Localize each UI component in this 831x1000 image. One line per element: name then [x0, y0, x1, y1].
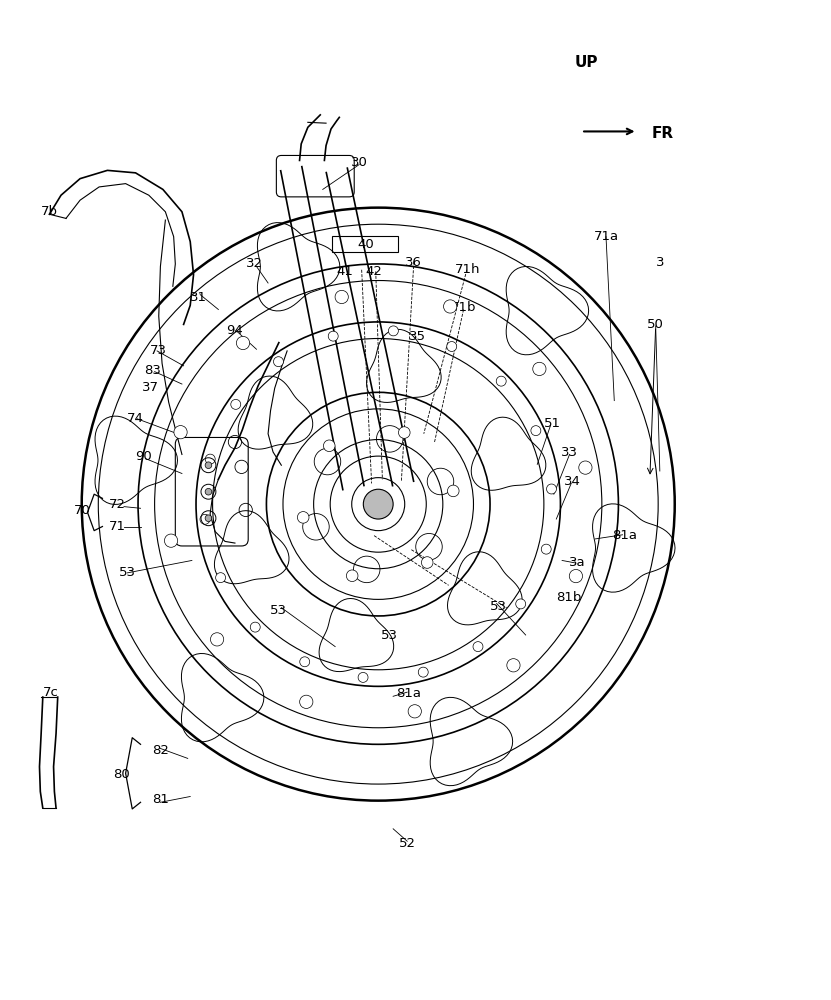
Text: 70: 70	[74, 504, 91, 517]
Text: 81a: 81a	[396, 687, 421, 700]
Circle shape	[569, 569, 583, 583]
Text: 33: 33	[561, 446, 578, 459]
Circle shape	[215, 573, 225, 583]
Circle shape	[205, 488, 212, 495]
Text: 82: 82	[152, 744, 169, 757]
Circle shape	[205, 454, 215, 464]
Text: 71h: 71h	[455, 263, 480, 276]
Circle shape	[231, 399, 241, 409]
Circle shape	[496, 376, 506, 386]
Text: 3a: 3a	[568, 556, 585, 569]
Text: FR: FR	[652, 126, 674, 141]
Circle shape	[174, 426, 187, 439]
Text: 53: 53	[381, 629, 397, 642]
Circle shape	[363, 489, 393, 519]
Text: 36: 36	[405, 256, 421, 269]
Circle shape	[300, 657, 310, 667]
Text: 32: 32	[245, 257, 263, 270]
Text: 83: 83	[144, 364, 160, 377]
Text: 35: 35	[409, 330, 425, 343]
Text: 3: 3	[656, 256, 664, 269]
Circle shape	[388, 326, 398, 336]
Circle shape	[323, 440, 335, 452]
Text: 31: 31	[190, 291, 207, 304]
Text: 72: 72	[109, 498, 125, 511]
Circle shape	[358, 672, 368, 682]
Text: 7c: 7c	[43, 686, 59, 699]
Circle shape	[300, 695, 313, 708]
Text: 42: 42	[366, 265, 382, 278]
Circle shape	[328, 331, 338, 341]
Circle shape	[273, 357, 283, 367]
Circle shape	[200, 514, 210, 524]
Circle shape	[473, 642, 483, 652]
Text: 53: 53	[119, 566, 135, 579]
Text: 37: 37	[142, 381, 159, 394]
Text: 94: 94	[227, 324, 243, 337]
Circle shape	[408, 705, 421, 718]
Text: 81: 81	[152, 793, 169, 806]
Text: UP: UP	[574, 55, 597, 70]
Text: 41: 41	[337, 265, 353, 278]
Text: 53: 53	[270, 604, 288, 617]
Circle shape	[421, 557, 433, 568]
Circle shape	[547, 484, 557, 494]
Circle shape	[236, 336, 249, 350]
Text: 80: 80	[113, 768, 130, 781]
Circle shape	[541, 544, 551, 554]
Circle shape	[347, 570, 358, 582]
Circle shape	[335, 290, 348, 304]
Text: 51: 51	[543, 417, 561, 430]
Text: 30: 30	[351, 156, 367, 169]
Text: 73: 73	[150, 344, 167, 357]
Text: 90: 90	[135, 450, 152, 463]
Circle shape	[507, 659, 520, 672]
Text: 81b: 81b	[556, 591, 582, 604]
Circle shape	[297, 512, 309, 523]
Circle shape	[210, 633, 224, 646]
Text: 74: 74	[127, 412, 144, 425]
Circle shape	[444, 300, 457, 313]
Circle shape	[205, 515, 212, 522]
Text: 53: 53	[489, 600, 507, 613]
Text: 71: 71	[109, 520, 125, 533]
Circle shape	[165, 534, 178, 547]
Circle shape	[205, 462, 212, 469]
Circle shape	[531, 426, 541, 436]
Circle shape	[447, 342, 457, 351]
Circle shape	[418, 667, 428, 677]
Text: 81a: 81a	[612, 529, 637, 542]
Circle shape	[399, 427, 410, 438]
Text: 7b: 7b	[41, 205, 58, 218]
Text: 50: 50	[647, 318, 664, 331]
Circle shape	[578, 461, 592, 474]
Circle shape	[447, 485, 459, 497]
Text: 71b: 71b	[450, 301, 476, 314]
Circle shape	[250, 622, 260, 632]
Circle shape	[533, 362, 546, 376]
Text: 52: 52	[399, 837, 416, 850]
Text: 34: 34	[564, 475, 582, 488]
Circle shape	[516, 599, 526, 609]
Text: 40: 40	[357, 238, 374, 251]
Text: 71a: 71a	[593, 230, 618, 243]
